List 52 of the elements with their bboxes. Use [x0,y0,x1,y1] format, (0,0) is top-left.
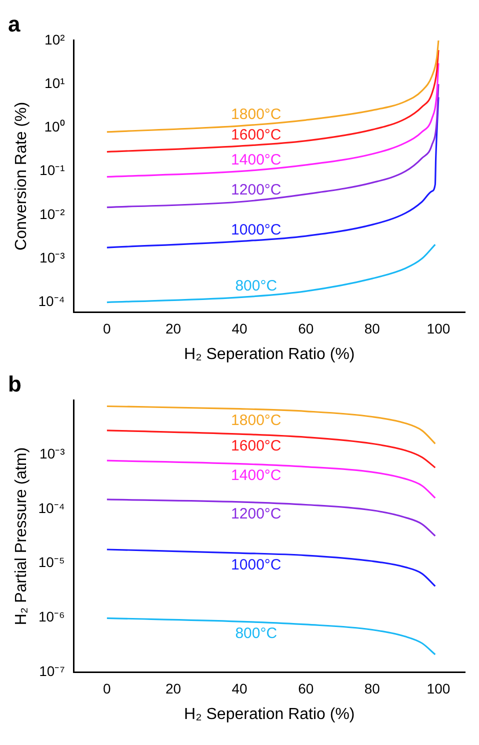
y-tick-label: 10⁻⁴ [38,293,65,310]
x-tick-label: 40 [232,320,248,336]
chart-title: b [8,371,22,396]
x-tick-label: 60 [298,320,314,336]
y-tick-label: 10⁻⁵ [38,554,65,570]
x-tick-label: 0 [103,680,112,696]
x-tick-label: 20 [165,680,182,696]
y-tick-label: 10⁻⁶ [38,608,65,625]
line-series [106,49,440,153]
line-series [106,244,436,304]
series-label: 1400°C [231,467,282,484]
y-axis-title: Conversion Rate (%) [13,102,30,250]
line-series [106,460,436,499]
line-series [106,83,440,208]
series-label: 1400°C [231,151,282,168]
series-label: 1000°C [231,556,282,574]
y-tick-label: 10⁻² [40,206,66,222]
y-tick-label: 10⁻⁴ [38,500,65,516]
series-label: 1800°C [231,412,282,430]
chart-title: a [8,11,21,36]
x-tick-label: 40 [232,680,248,696]
line-series [106,62,440,178]
series-label: 1600°C [231,126,282,144]
line-series [106,548,436,587]
y-tick-label: 10² [44,31,66,48]
x-tick-label: 100 [426,320,450,336]
y-tick-label: 10⁻³ [40,250,66,266]
line-series [106,617,436,656]
x-tick-label: 80 [364,320,380,336]
line-series [106,498,436,537]
x-tick-label: 60 [298,680,314,696]
series-label: 1800°C [231,106,282,124]
line-series [106,96,440,248]
y-tick-label: 10¹ [44,74,66,91]
x-tick-label: 0 [103,320,112,336]
line-series [106,430,436,468]
y-tick-label: 10⁰ [44,118,65,135]
y-tick-label: 10⁻¹ [40,162,66,178]
x-axis-title: H₂ Seperation Ratio (%) [184,346,355,363]
x-tick-label: 80 [364,680,380,696]
series-label: 800°C [235,624,278,642]
series-label: 800°C [235,277,278,294]
x-tick-label: 100 [426,680,450,696]
y-axis-title: H₂ Partial Pressure (atm) [13,447,30,626]
series-label: 1000°C [231,222,282,239]
x-axis-title: H₂ Seperation Ratio (%) [184,706,355,723]
series-label: 1600°C [231,437,282,454]
series-label: 1200°C [231,505,282,522]
x-tick-label: 20 [165,320,182,336]
series-label: 1200°C [231,182,282,199]
y-tick-label: 10⁻⁷ [39,662,65,679]
y-tick-label: 10⁻³ [40,446,66,462]
